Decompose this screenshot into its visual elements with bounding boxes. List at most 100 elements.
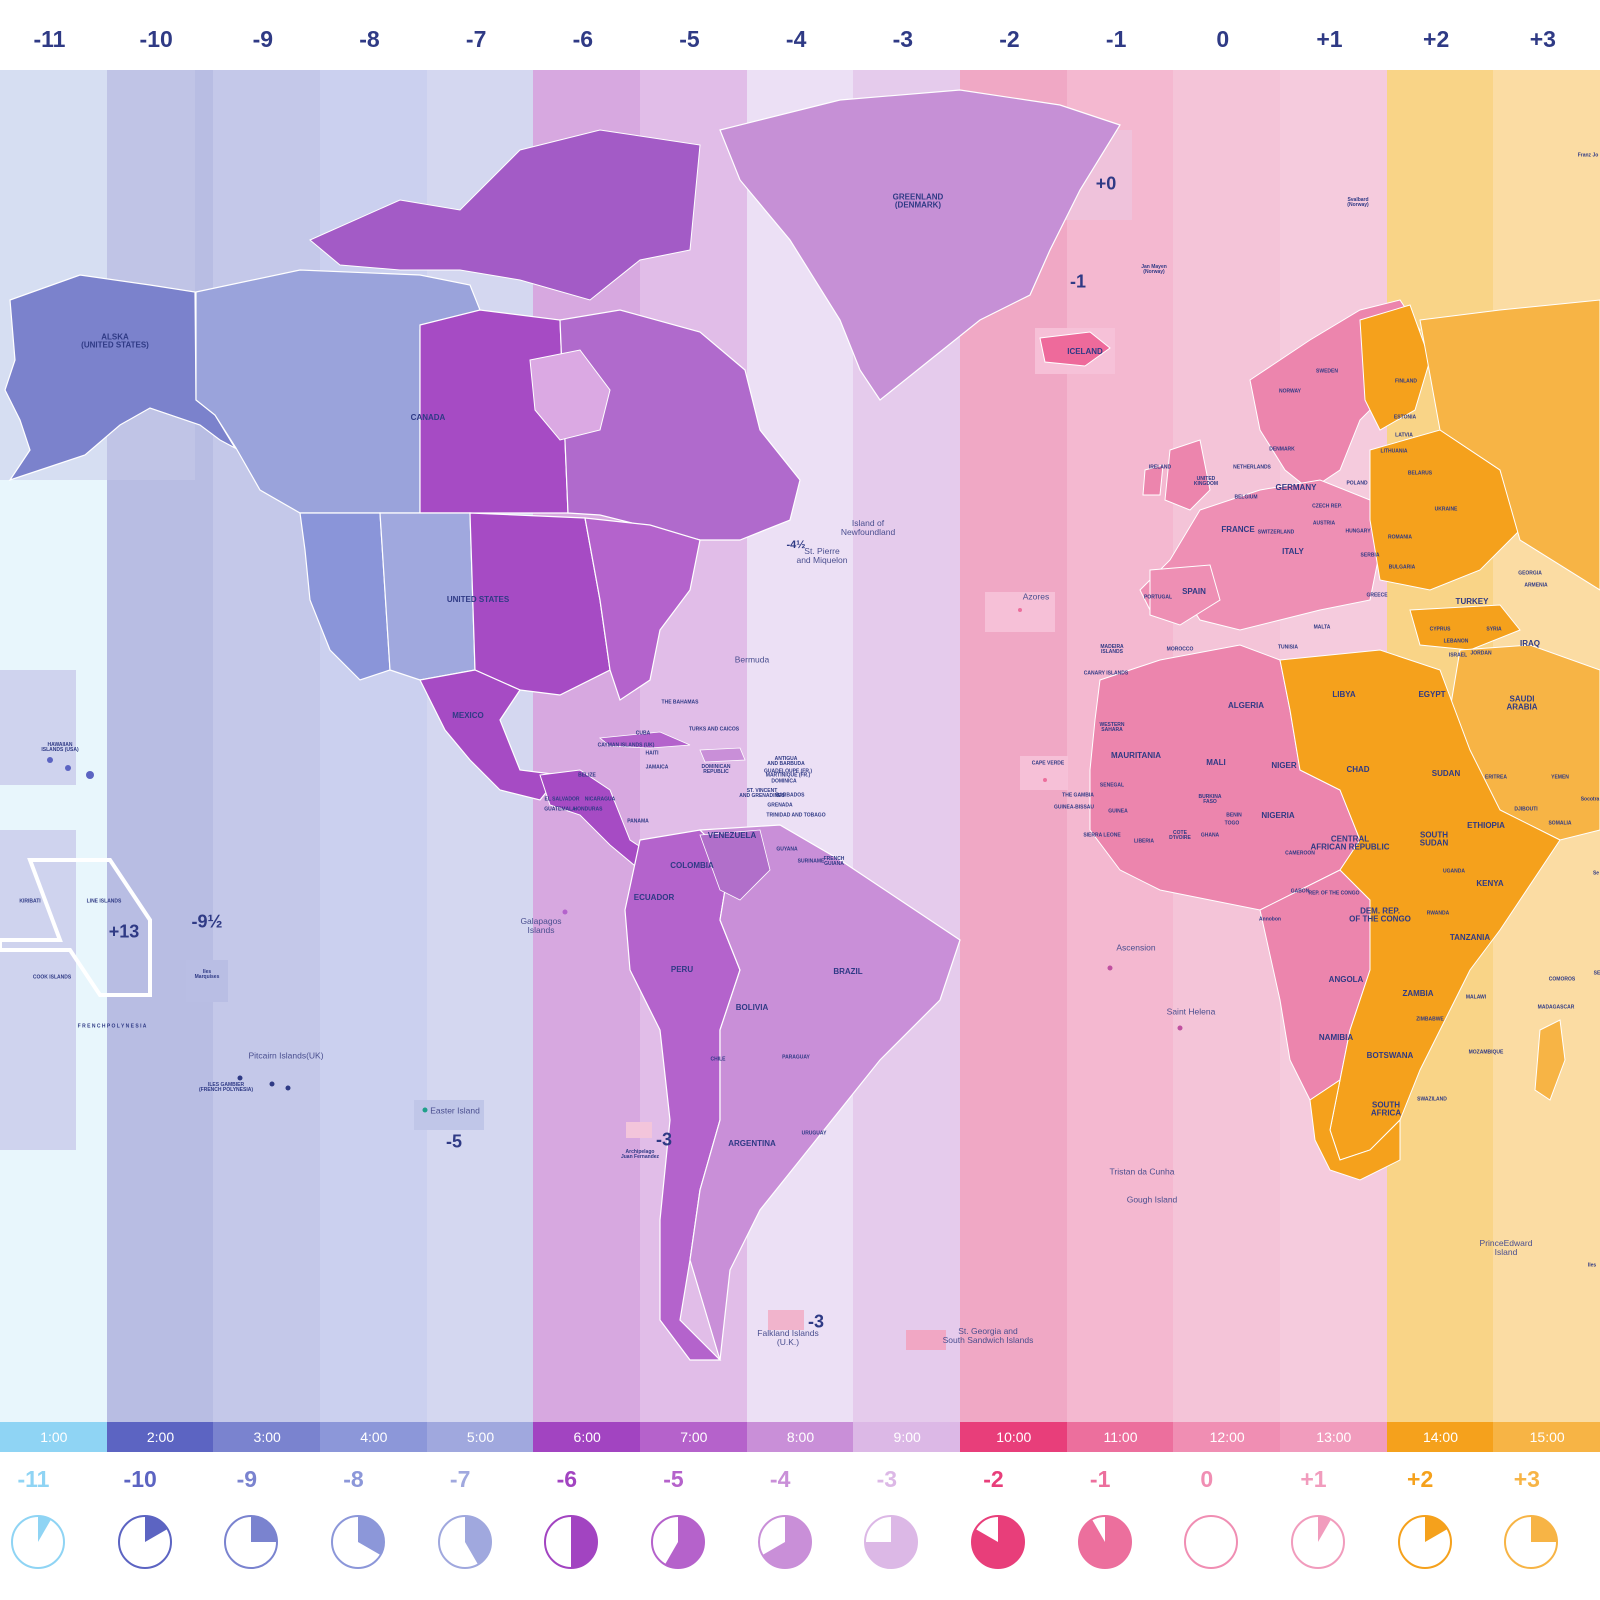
map-label-peru: PERU (670, 964, 694, 974)
top-offset-label: -9 (252, 26, 274, 52)
landmass-arctic-islands (309, 129, 701, 301)
galapagos-dot (562, 909, 568, 915)
map-label-austria: AUSTRIA (1312, 520, 1336, 527)
map-label-car: CENTRAL AFRICAN REPUBLIC (1310, 834, 1390, 852)
map-label-seychelles-cut: Se (1592, 870, 1600, 877)
bottom-offset-label: -11 (17, 1466, 50, 1492)
map-label-jan-mayen: Jan Mayen (Norway) (1141, 263, 1167, 275)
clock-fill (358, 1516, 385, 1555)
map-label-hawaii: HAWAIIAN ISLANDS (USA) (41, 741, 79, 753)
map-label-guinea-bissau: GUINEA-BISSAU (1053, 804, 1095, 811)
bottom-offset-label: -2 (983, 1466, 1004, 1492)
time-bar-cell: 12:00 (1173, 1422, 1281, 1452)
time-bar-cell: 7:00 (640, 1422, 748, 1452)
map-offset-minus3-falkland: -3 (807, 1311, 825, 1332)
map-label-newfoundland: Island of Newfoundland (840, 518, 896, 537)
map-label-sudan: SUDAN (1431, 768, 1461, 778)
landmass-venezuela-hatch (699, 829, 771, 901)
map-offset-minus4half: -4½ (786, 539, 806, 552)
map-label-greenland: GREENLAND (DENMARK) (892, 192, 944, 210)
map-label-argentina: ARGENTINA (728, 1138, 776, 1148)
top-offset-label: +1 (1316, 26, 1343, 52)
map-label-malta: MALTA (1313, 624, 1331, 631)
map-label-comoros: COMOROS (1548, 976, 1576, 983)
hawaii-dot (65, 765, 71, 771)
map-label-romania: ROMANIA (1388, 534, 1412, 541)
map-label-galapagos: Galapagos Islands (520, 916, 562, 935)
map-label-azores: Azores (1022, 591, 1050, 602)
time-bar-cell: 15:00 (1493, 1422, 1600, 1452)
map-label-french-guiana: FRENCH GUIANA (823, 855, 845, 867)
map-label-united-kingdom: UNITED KINGDOM (1193, 475, 1219, 487)
map-label-turkey: TURKEY (1455, 596, 1489, 606)
map-label-gabon: GABON (1290, 888, 1310, 895)
map-label-el-salvador: EL SALVADOR (544, 796, 580, 803)
hawaii-dot (86, 771, 94, 779)
ascension-dot (1107, 965, 1113, 971)
map-label-belgium: BELGIUM (1234, 494, 1258, 501)
zone-shade-south-georgia (906, 1330, 946, 1350)
map-label-norway: NORWAY (1279, 388, 1301, 395)
landmass-layer (0, 70, 1600, 1361)
map-label-iles-cut: Iles (1587, 1262, 1597, 1269)
map-offset-minus5-easter: -5 (445, 1131, 463, 1152)
map-label-grenada: GRENADA (767, 802, 793, 809)
time-bar-cell: 5:00 (426, 1422, 535, 1452)
map-offset-plus0-greenland: +0 (1095, 173, 1117, 194)
map-label-netherlands: NETHERLANDS (1233, 464, 1271, 471)
top-offset-label: -1 (1105, 26, 1127, 52)
map-label-liberia: LIBERIA (1134, 838, 1154, 845)
clock-fill (464, 1516, 491, 1565)
top-offset-label: -6 (572, 26, 594, 52)
map-label-st-vincent: ST. VINCENT AND GRENADINES (739, 787, 785, 799)
map-label-saint-helena: Saint Helena (1166, 1006, 1216, 1017)
azores-dot (1018, 608, 1022, 612)
top-offset-label: 0 (1216, 26, 1230, 52)
map-label-lithuania: LITHUANIA (1380, 448, 1408, 455)
clock-icon (437, 1515, 492, 1569)
clock-fill (1424, 1516, 1448, 1542)
map-label-gough: Gough Island (1126, 1194, 1178, 1205)
map-label-yemen: YEMEN (1551, 774, 1569, 781)
clock-fill (665, 1516, 704, 1568)
map-label-chad: CHAD (1346, 764, 1370, 774)
map-label-czech: CZECH REP. (1312, 503, 1342, 510)
bottom-offset-label: -4 (769, 1466, 791, 1492)
landmass-russia-west (1419, 299, 1600, 591)
world-time-zone-map: ALSKA (UNITED STATES) CANADA GREENLAND (DENM… (0, 70, 1600, 1422)
map-label-zambia: ZAMBIA (1402, 988, 1434, 998)
map-label-ascension: Ascension (1116, 942, 1156, 953)
map-label-uruguay: URUGUAY (801, 1130, 827, 1137)
clock-fill (251, 1516, 278, 1542)
map-label-dominican: DOMINICAN REPUBLIC (701, 763, 731, 775)
landmass-canada-east (559, 309, 801, 541)
landmass-iberia (1149, 564, 1221, 626)
clock-fill (1318, 1516, 1331, 1542)
map-label-poland: POLAND (1346, 480, 1368, 487)
kiribati-outline (0, 858, 152, 997)
clock-icon (1077, 1515, 1132, 1569)
map-label-paraguay: PARAGUAY (782, 1054, 810, 1061)
map-label-eritrea: ERITREA (1485, 774, 1507, 781)
map-label-malawi: MALAWI (1465, 994, 1487, 1001)
map-label-south-africa: SOUTH AFRICA (1370, 1100, 1402, 1118)
bottom-offset-label: +1 (1300, 1466, 1327, 1492)
clock-fill (762, 1516, 811, 1568)
clock-fill (971, 1516, 1024, 1568)
time-bar-cell: 8:00 (746, 1422, 855, 1452)
map-label-se-cut: SE (1593, 970, 1600, 977)
map-label-cuba: CUBA (635, 730, 651, 737)
map-label-haiti: HAITI (645, 750, 659, 757)
map-label-cayman: CAYMAN ISLANDS (UK) (597, 742, 655, 749)
map-label-jordan: JORDAN (1470, 650, 1492, 657)
time-bar-cell: 14:00 (1386, 1422, 1495, 1452)
landmass-south-america-east (689, 824, 961, 1361)
time-bar-cell: 4:00 (320, 1422, 428, 1452)
top-offset-label: +3 (1529, 26, 1556, 52)
map-label-sierra-leone: SIERRA LEONE (1083, 832, 1121, 839)
map-label-madagascar: MADAGASCAR (1537, 1004, 1575, 1011)
map-label-barbados: BARBADOS (775, 792, 805, 799)
clock-icon (117, 1515, 172, 1569)
landmass-usa-west (299, 512, 391, 681)
map-label-bermuda: Bermuda (734, 654, 770, 665)
